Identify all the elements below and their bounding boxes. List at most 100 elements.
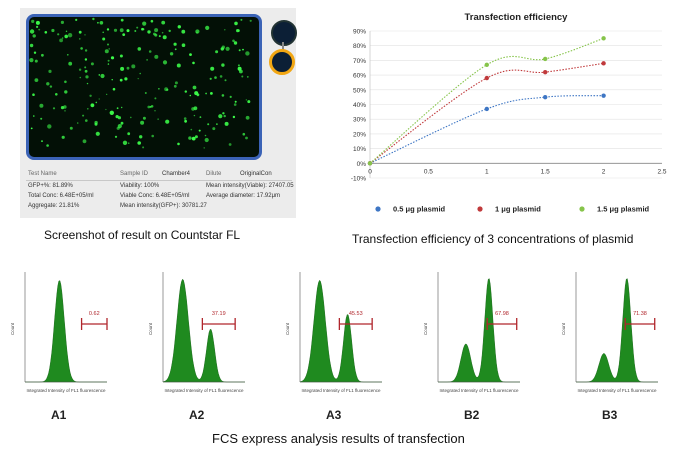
gate-value: 0.62 <box>89 311 100 317</box>
cell-dot <box>47 124 52 129</box>
cell-dot <box>224 29 226 31</box>
legend-label: 1.5 μg plasmid <box>597 205 650 214</box>
cell-dot <box>114 135 118 138</box>
result-info-table: Test Name Sample ID Chamber4 Dilute Orig… <box>26 170 294 216</box>
cell-dot <box>106 93 108 95</box>
histogram-x-label: Integrated Intensity of FL1 fluorescence <box>439 388 519 393</box>
cell-dot <box>95 101 98 104</box>
cell-dot <box>84 69 88 73</box>
cell-dot <box>89 94 92 98</box>
cell-dot <box>94 122 98 126</box>
cell-dot <box>126 66 130 70</box>
cell-dot <box>166 88 169 91</box>
cell-dot <box>64 34 68 39</box>
cell-dot <box>121 106 123 109</box>
cell-dot <box>229 95 232 98</box>
cell-dot <box>127 132 131 136</box>
cell-dot <box>169 52 174 56</box>
cell-dot <box>151 134 154 138</box>
cell-dot <box>162 35 167 40</box>
chamber-thumbnail-selected[interactable] <box>269 49 295 75</box>
cell-dot <box>119 54 123 58</box>
micrograph-cells <box>29 17 252 149</box>
cell-dot <box>246 76 249 78</box>
histogram-y-label: Count <box>148 322 153 335</box>
dilute-label: Dilute <box>206 171 222 177</box>
cell-dot <box>109 110 115 116</box>
x-tick-label: 0.5 <box>424 168 433 175</box>
cell-dot <box>189 94 192 97</box>
cell-dot <box>142 116 146 120</box>
cell-dot <box>245 51 250 56</box>
cell-dot <box>102 37 106 41</box>
cell-dot <box>140 120 145 125</box>
cell-dot <box>189 53 192 56</box>
cell-dot <box>223 114 226 118</box>
cell-dot <box>36 25 39 28</box>
histogram-a1: Count Integrated Intensity of FL1 fluores… <box>10 272 108 393</box>
cell-dot <box>59 38 63 43</box>
cell-dot <box>199 116 202 118</box>
cell-dot <box>148 50 152 53</box>
cell-dot <box>110 56 115 60</box>
cell-dot <box>245 136 248 140</box>
cell-dot <box>174 81 178 85</box>
cell-dot <box>100 73 105 79</box>
series-line <box>369 95 604 164</box>
cell-dot <box>61 135 65 139</box>
chamber-thumbnail-top[interactable] <box>271 20 297 46</box>
test-name-label: Test Name <box>28 171 57 177</box>
cell-dot <box>150 19 154 23</box>
cell-dot <box>119 28 124 33</box>
data-point <box>484 62 489 68</box>
cell-dot <box>177 25 181 29</box>
cell-dot <box>76 122 79 124</box>
cell-dot <box>176 63 181 68</box>
cell-dot <box>210 92 213 95</box>
cell-dot <box>136 26 139 29</box>
cell-dot <box>108 48 110 50</box>
cell-dot <box>205 25 210 30</box>
cell-dot <box>130 116 132 119</box>
cell-dot <box>90 103 95 108</box>
gate-value: 67.98 <box>495 311 509 317</box>
cell-dot <box>192 61 195 65</box>
cell-dot <box>75 18 78 21</box>
histogram-y-label: Count <box>561 322 566 335</box>
cell-dot <box>92 17 95 21</box>
cell-dot <box>147 30 151 34</box>
cell-dot <box>204 134 207 137</box>
cell-dot <box>162 60 168 65</box>
histogram-fill <box>299 279 382 383</box>
cell-dot <box>193 114 196 117</box>
cell-dot <box>90 62 94 66</box>
cell-dot <box>168 29 171 33</box>
aggregate: Aggregate: 21.81% <box>28 203 80 209</box>
cell-dot <box>57 33 60 36</box>
cell-dot <box>124 77 128 81</box>
cell-dot <box>33 115 35 117</box>
sample-id-label: Sample ID <box>120 171 149 177</box>
cell-dot <box>233 41 238 45</box>
cell-dot <box>87 108 89 110</box>
cell-dot <box>233 103 237 106</box>
cell-dot <box>192 85 197 90</box>
cell-dot <box>239 69 243 74</box>
cell-dot <box>154 33 158 37</box>
legend-marker <box>477 206 483 212</box>
cell-dot <box>29 58 34 63</box>
cell-dot <box>219 75 223 78</box>
cell-dot <box>165 119 170 124</box>
data-point <box>543 56 548 62</box>
caption-countstar: Screenshot of result on Countstar FL <box>44 228 241 242</box>
cell-dot <box>174 48 177 51</box>
cell-dot <box>85 75 89 79</box>
sample-label-a2: A2 <box>189 408 205 422</box>
cell-dot <box>158 88 160 90</box>
cell-dot <box>238 49 241 52</box>
cell-dot <box>214 76 217 79</box>
cell-dot <box>142 28 145 31</box>
y-tick-label: 70% <box>353 58 366 65</box>
cell-dot <box>55 93 58 96</box>
data-point <box>601 93 606 98</box>
